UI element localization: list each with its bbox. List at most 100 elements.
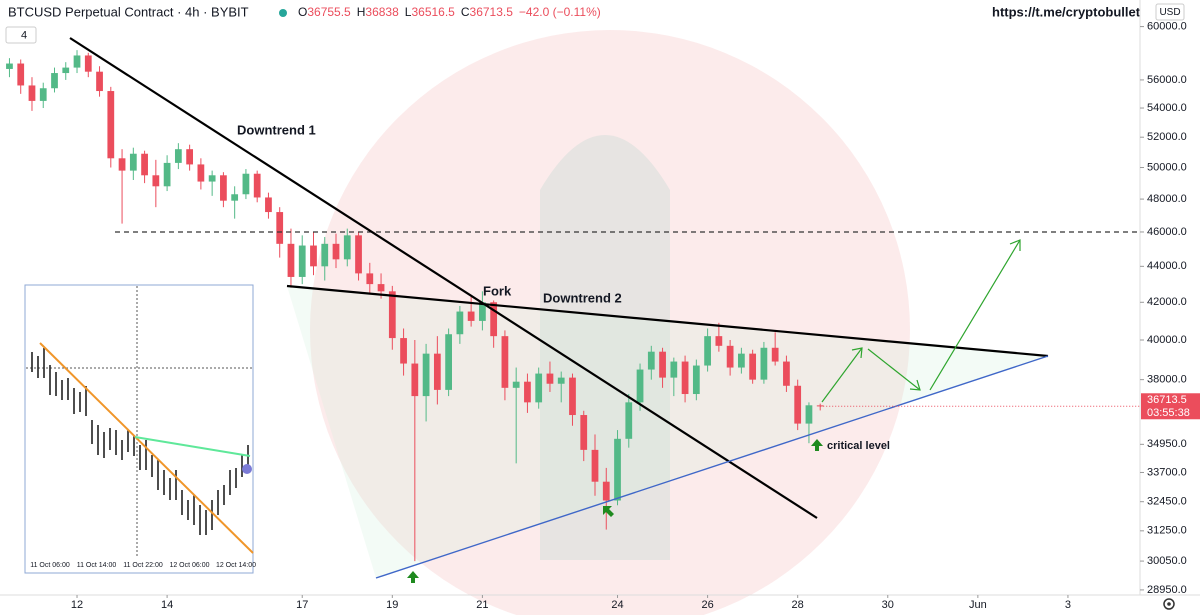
y-tick-label: 42000.0: [1147, 296, 1187, 308]
candle-body: [771, 347, 779, 362]
candle-body: [118, 158, 126, 171]
candle-body: [141, 153, 148, 176]
candle-body: [51, 73, 58, 89]
ohlc-label: H: [357, 5, 366, 19]
gear-center[interactable]: [1167, 602, 1171, 606]
candle-body: [760, 347, 768, 380]
x-tick-label: 12: [71, 599, 83, 611]
candle-body: [433, 353, 441, 390]
x-tick-label: 3: [1065, 599, 1071, 611]
candle-body: [445, 334, 452, 390]
projection-arrow: [867, 348, 921, 391]
candle-body: [253, 173, 261, 198]
markers: [407, 439, 823, 583]
change: −42.0 (−0.11%): [519, 5, 601, 19]
candle-body: [39, 88, 47, 101]
candle-body: [422, 353, 430, 397]
x-tick-label: 26: [701, 599, 713, 611]
inset-x-label: 11 Oct 22:00: [123, 562, 163, 569]
candle-body: [298, 245, 306, 277]
y-tick-label: 44000.0: [1147, 260, 1187, 272]
downtrend-2-line: [286, 284, 1049, 358]
arrowhead: [1009, 239, 1021, 251]
y-tick-label: 50000.0: [1147, 161, 1187, 173]
y-tick-label: 60000.0: [1147, 20, 1187, 32]
candle-body: [366, 273, 374, 285]
candle-body: [310, 245, 317, 267]
candle-body: [129, 153, 137, 171]
y-tick-label: 28950.0: [1147, 584, 1187, 596]
candle-body: [163, 162, 171, 187]
candle-body: [647, 351, 655, 370]
indicator-box: [5, 26, 37, 44]
title: BTCUSD Perpetual Contract · 4h · BYBIT: [8, 4, 249, 19]
candle-body: [636, 369, 644, 403]
ohlc-value: 36838: [365, 5, 399, 19]
axes: 60000.0 56000.0 54000.0 52000.0 50000.0 48000…: [71, 20, 1200, 611]
triangle-zone: [287, 286, 1048, 578]
header-bar: [0, 0, 1140, 24]
arrowhead: [851, 347, 863, 359]
candle-body: [535, 373, 543, 403]
candle-body: [17, 63, 25, 86]
candle-body: [456, 311, 464, 335]
candle-body: [726, 345, 734, 368]
x-tick-label: 28: [792, 599, 804, 611]
inset-trendline: [134, 436, 251, 457]
y-tick-label: 31250.0: [1147, 525, 1187, 537]
candle-body: [73, 55, 81, 68]
y-tick-label: 34950.0: [1147, 438, 1187, 450]
y-tick-label: 54000.0: [1147, 102, 1187, 114]
candle-body: [681, 361, 689, 395]
candle-body: [332, 243, 340, 260]
candle-body: [692, 365, 700, 395]
candle-body: [197, 164, 205, 182]
settings-icon[interactable]: [1163, 598, 1175, 610]
ohlc-label: C: [461, 5, 470, 19]
price-axis: [1140, 0, 1200, 615]
candle-body: [287, 243, 295, 277]
candle-body: [794, 385, 802, 424]
up-arrow: [603, 506, 614, 517]
candle-body: [400, 338, 407, 364]
candle-body: [805, 405, 813, 424]
downtrend-1-line: [69, 37, 818, 519]
candle-body: [749, 353, 757, 380]
candle-body: [6, 63, 13, 69]
candle-body: [231, 194, 239, 201]
candle-body: [355, 235, 362, 274]
inset-marker: [242, 464, 252, 474]
y-tick-label: 30050.0: [1147, 555, 1187, 567]
indicator: 4: [21, 29, 27, 41]
candle-body: [242, 173, 250, 195]
inset-candles: [31, 348, 249, 535]
gear[interactable]: [1163, 598, 1175, 610]
arrowhead: [909, 379, 921, 391]
candle-body: [107, 91, 115, 159]
currency[interactable]: USD: [1159, 7, 1180, 18]
projection-arrow: [821, 347, 863, 403]
candle-body: [265, 197, 272, 213]
annotation: Downtrend 1: [237, 122, 316, 137]
candle-body: [490, 302, 498, 337]
ohlc-legend: O36755.5 H36838 L36516.5 C36713.5 −42.0 (−0.…: [298, 5, 601, 19]
candle-body: [321, 243, 329, 267]
currency-button[interactable]: [1155, 3, 1185, 21]
x-tick-label: 21: [476, 599, 488, 611]
candle-body: [62, 67, 70, 74]
candle-body: [625, 402, 633, 439]
y-tick-label: 52000.0: [1147, 131, 1187, 143]
ohlc-label: L: [405, 5, 412, 19]
y-tick-label: 32450.0: [1147, 496, 1187, 508]
candle-body: [28, 85, 36, 101]
last-price-box: [1141, 393, 1200, 420]
candle-body: [276, 212, 284, 244]
y-tick-label: 38000.0: [1147, 374, 1187, 386]
projection: [821, 239, 1021, 403]
candle-body: [467, 311, 475, 321]
candle-body: [524, 381, 531, 403]
x-tick-label: 17: [296, 599, 308, 611]
link[interactable]: https://t.me/cryptobullet: [992, 4, 1141, 19]
candle-body: [715, 336, 723, 346]
candle-body: [602, 481, 610, 501]
